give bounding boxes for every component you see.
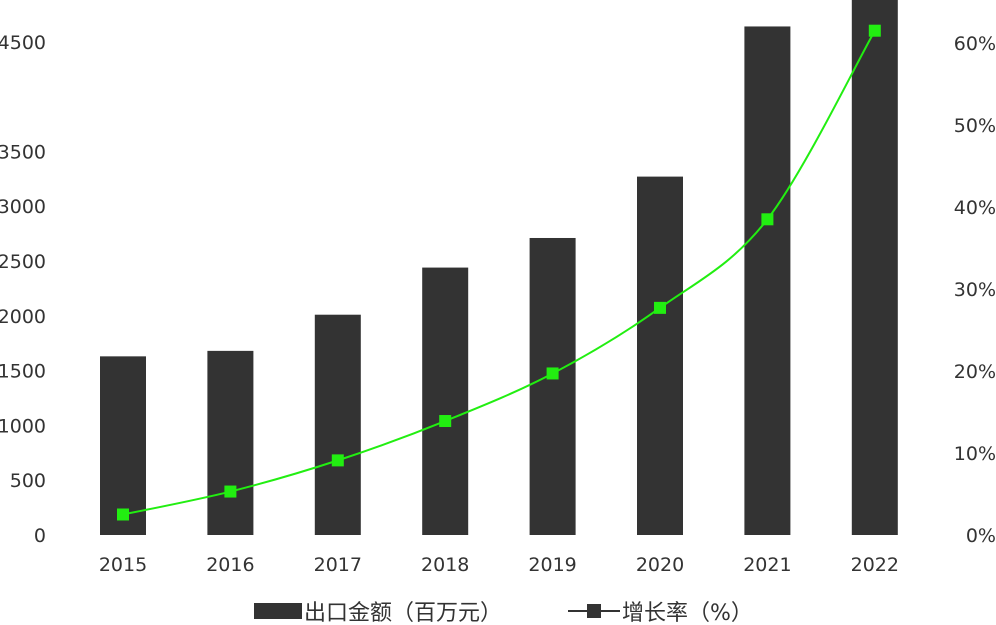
bar-2021 (744, 26, 791, 536)
bar-2019 (529, 237, 576, 535)
x-tick-label: 2019 (528, 554, 576, 576)
right-y-tick-label: 60% (954, 33, 996, 55)
left-y-tick-label: 2500 (0, 251, 46, 273)
left-y-axis: 050010001500200025003000350045005000 (0, 32, 46, 547)
legend-line-label: 增长率（%） (622, 601, 753, 625)
growth-rate-point-2022 (868, 24, 881, 37)
growth-rate-point-2015 (117, 508, 129, 521)
right-y-tick-label: 50% (954, 115, 996, 137)
left-y-tick-label: 1500 (0, 361, 46, 383)
bar-2018 (422, 267, 469, 535)
right-y-tick-label: 10% (954, 443, 996, 465)
left-y-tick-label: 500 (10, 470, 46, 492)
growth-rate-point-2017 (331, 454, 344, 467)
x-tick-label: 2016 (206, 554, 254, 576)
left-y-tick-label: 2000 (0, 306, 46, 328)
bar-2020 (637, 176, 683, 535)
growth-rate-point-2016 (224, 485, 237, 498)
left-y-tick-label: 1000 (0, 415, 46, 437)
legend: 出口金额（百万元） 增长率（%） (254, 601, 753, 625)
legend-bar-swatch (254, 603, 302, 619)
x-tick-label: 2017 (314, 554, 362, 576)
x-axis: 2015 2016 2017 2018 2019 2020 2021 2022 (99, 554, 899, 576)
right-y-axis: 0% 10% 20% 30% 40% 50% 60% (954, 33, 996, 547)
x-tick-label: 2021 (743, 554, 791, 576)
growth-rate-point-2021 (761, 213, 774, 226)
left-y-tick-label: 3000 (0, 196, 46, 218)
right-y-tick-label: 0% (966, 525, 996, 547)
growth-rate-point-2020 (654, 301, 666, 314)
right-y-tick-label: 20% (954, 361, 996, 383)
growth-rate-point-2018 (439, 415, 452, 428)
bar-2022 (851, 0, 898, 535)
right-y-tick-label: 40% (954, 197, 996, 219)
x-tick-label: 2022 (851, 554, 899, 576)
x-tick-label: 2015 (99, 554, 147, 576)
legend-bar-label: 出口金额（百万元） (304, 601, 502, 625)
left-y-tick-label: 3500 (0, 141, 46, 163)
bar-series (100, 0, 898, 536)
x-tick-label: 2020 (636, 554, 684, 576)
bar-2017 (314, 314, 361, 535)
left-y-tick-label: 4500 (0, 32, 46, 54)
legend-line-marker (587, 604, 601, 618)
left-y-tick-label: 0 (34, 525, 46, 547)
bar-2016 (207, 350, 254, 535)
growth-rate-point-2019 (546, 367, 559, 380)
x-tick-label: 2018 (421, 554, 469, 576)
bar-2015 (100, 356, 146, 535)
line-series (117, 24, 881, 521)
right-y-tick-label: 30% (954, 279, 996, 301)
